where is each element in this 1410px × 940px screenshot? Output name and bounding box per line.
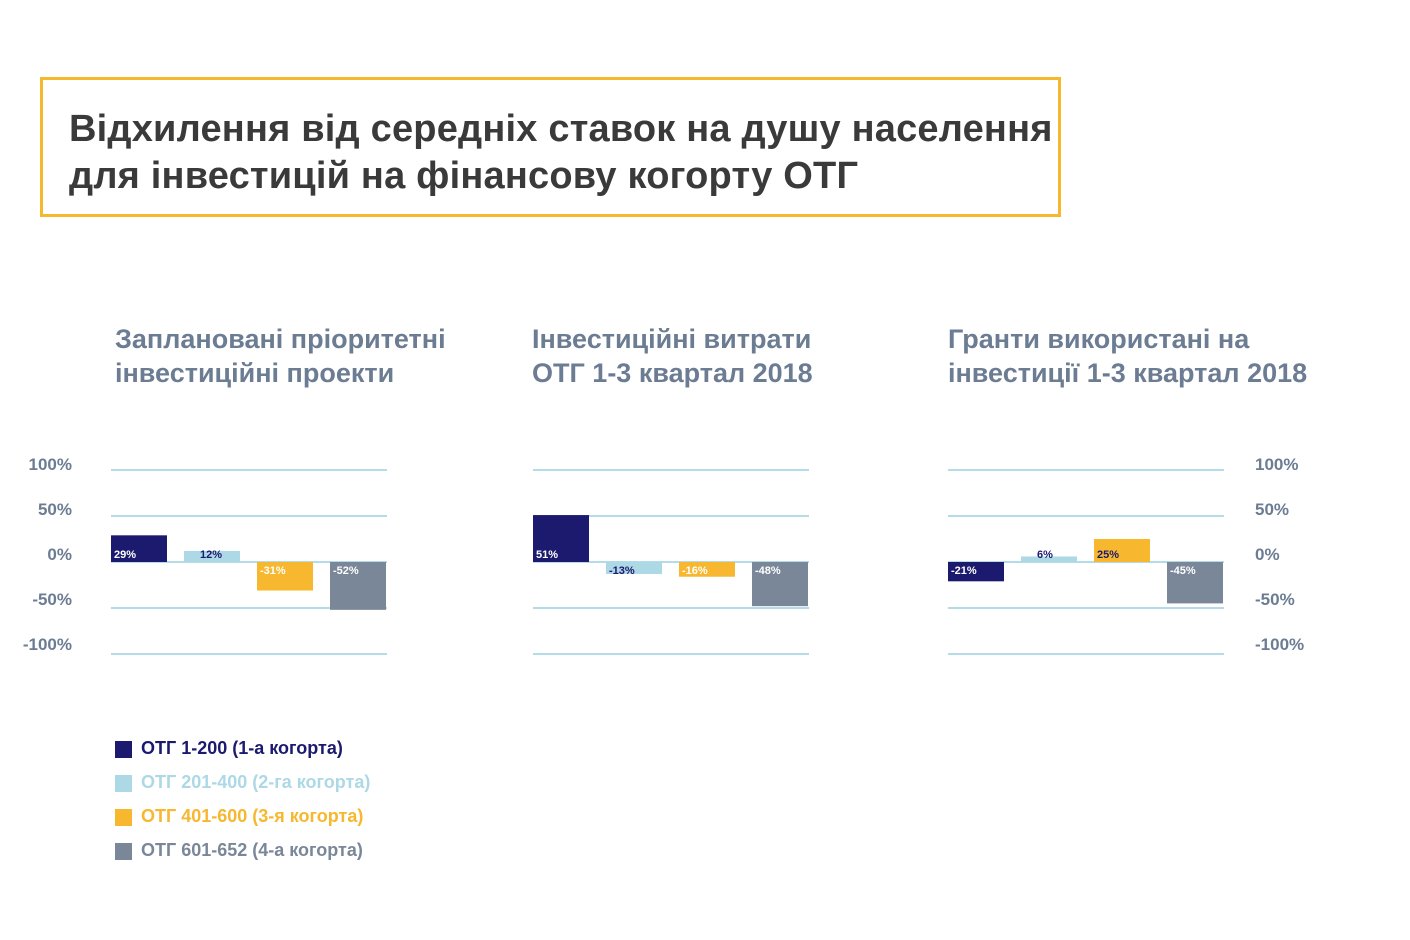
bar bbox=[533, 515, 589, 562]
y-tick-left-50: 50% bbox=[37, 500, 72, 519]
bar bbox=[330, 562, 386, 610]
bar bbox=[752, 562, 808, 607]
chart-2-title-line-1: Інвестиційні витрати bbox=[532, 324, 812, 354]
chart-2-title: Інвестиційні витрати ОТГ 1-3 квартал 201… bbox=[532, 322, 813, 390]
bar bbox=[1167, 562, 1223, 604]
bar bbox=[1021, 556, 1077, 562]
chart-grants-used: -21% 6% 25% -45% bbox=[948, 469, 1224, 655]
data-label: 25% bbox=[1097, 549, 1119, 561]
data-label: -21% bbox=[951, 565, 977, 577]
legend-label-cohort-3: ОТГ 401-600 (3-я когорта) bbox=[141, 806, 364, 826]
y-tick-right-50: 50% bbox=[1255, 500, 1290, 519]
title-box: Відхилення від середніх ставок на душу н… bbox=[40, 77, 1061, 217]
chart-2-title-line-2: ОТГ 1-3 квартал 2018 bbox=[532, 358, 813, 388]
data-label: -48% bbox=[755, 565, 781, 577]
legend-swatch-cohort-1 bbox=[115, 741, 132, 758]
page-title-line-2: для інвестицій на фінансову когорту ОТГ bbox=[69, 155, 859, 197]
chart-1-title-line-2: інвестиційні проекти bbox=[115, 358, 395, 388]
data-label: -13% bbox=[609, 565, 635, 577]
bar bbox=[111, 535, 167, 562]
y-tick-right-100: 100% bbox=[1255, 455, 1299, 474]
bar bbox=[257, 562, 313, 591]
data-label: 12% bbox=[200, 549, 222, 561]
y-tick-left-minus-100: -100% bbox=[22, 635, 72, 654]
data-label: -16% bbox=[682, 565, 708, 577]
bar bbox=[606, 562, 662, 574]
chart-1-title: Заплановані пріоритетні інвестиційні про… bbox=[115, 322, 446, 390]
legend-label-cohort-4: ОТГ 601-652 (4-а когорта) bbox=[141, 840, 363, 860]
data-label: -31% bbox=[260, 565, 286, 577]
legend-swatch-cohort-2 bbox=[115, 775, 132, 792]
y-tick-left-100: 100% bbox=[28, 455, 72, 474]
bar bbox=[184, 550, 240, 562]
bar bbox=[948, 562, 1004, 582]
data-label: 51% bbox=[536, 549, 558, 561]
y-tick-left-minus-50: -50% bbox=[32, 590, 72, 609]
data-label: 6% bbox=[1037, 549, 1053, 561]
chart-3-title-line-2: інвестиції 1-3 квартал 2018 bbox=[948, 358, 1308, 388]
data-label: -45% bbox=[1170, 565, 1196, 577]
bar bbox=[1094, 539, 1150, 562]
data-label: 29% bbox=[114, 549, 136, 561]
chart-3-title-line-1: Гранти використані на bbox=[948, 324, 1250, 354]
chart-planned-projects: 29% 12% -31% -52% bbox=[111, 469, 387, 655]
y-tick-right-minus-100: -100% bbox=[1255, 635, 1305, 654]
chart-3-title: Гранти використані на інвестиції 1-3 ква… bbox=[948, 322, 1307, 390]
chart-1-title-line-1: Заплановані пріоритетні bbox=[115, 324, 446, 354]
y-tick-left-0: 0% bbox=[47, 545, 72, 564]
legend-swatch-cohort-3 bbox=[115, 809, 132, 826]
page-title-line-1: Відхилення від середніх ставок на душу н… bbox=[69, 108, 1053, 150]
data-label: -52% bbox=[333, 565, 359, 577]
legend-label-cohort-1: ОТГ 1-200 (1-а когорта) bbox=[141, 738, 343, 758]
bar bbox=[679, 562, 735, 577]
y-tick-right-minus-50: -50% bbox=[1255, 590, 1295, 609]
chart-investment-expenses: 51% -13% -16% -48% bbox=[533, 469, 809, 655]
legend-label-cohort-2: ОТГ 201-400 (2-га когорта) bbox=[141, 772, 371, 792]
legend-swatch-cohort-4 bbox=[115, 843, 132, 860]
y-tick-right-0: 0% bbox=[1255, 545, 1280, 564]
